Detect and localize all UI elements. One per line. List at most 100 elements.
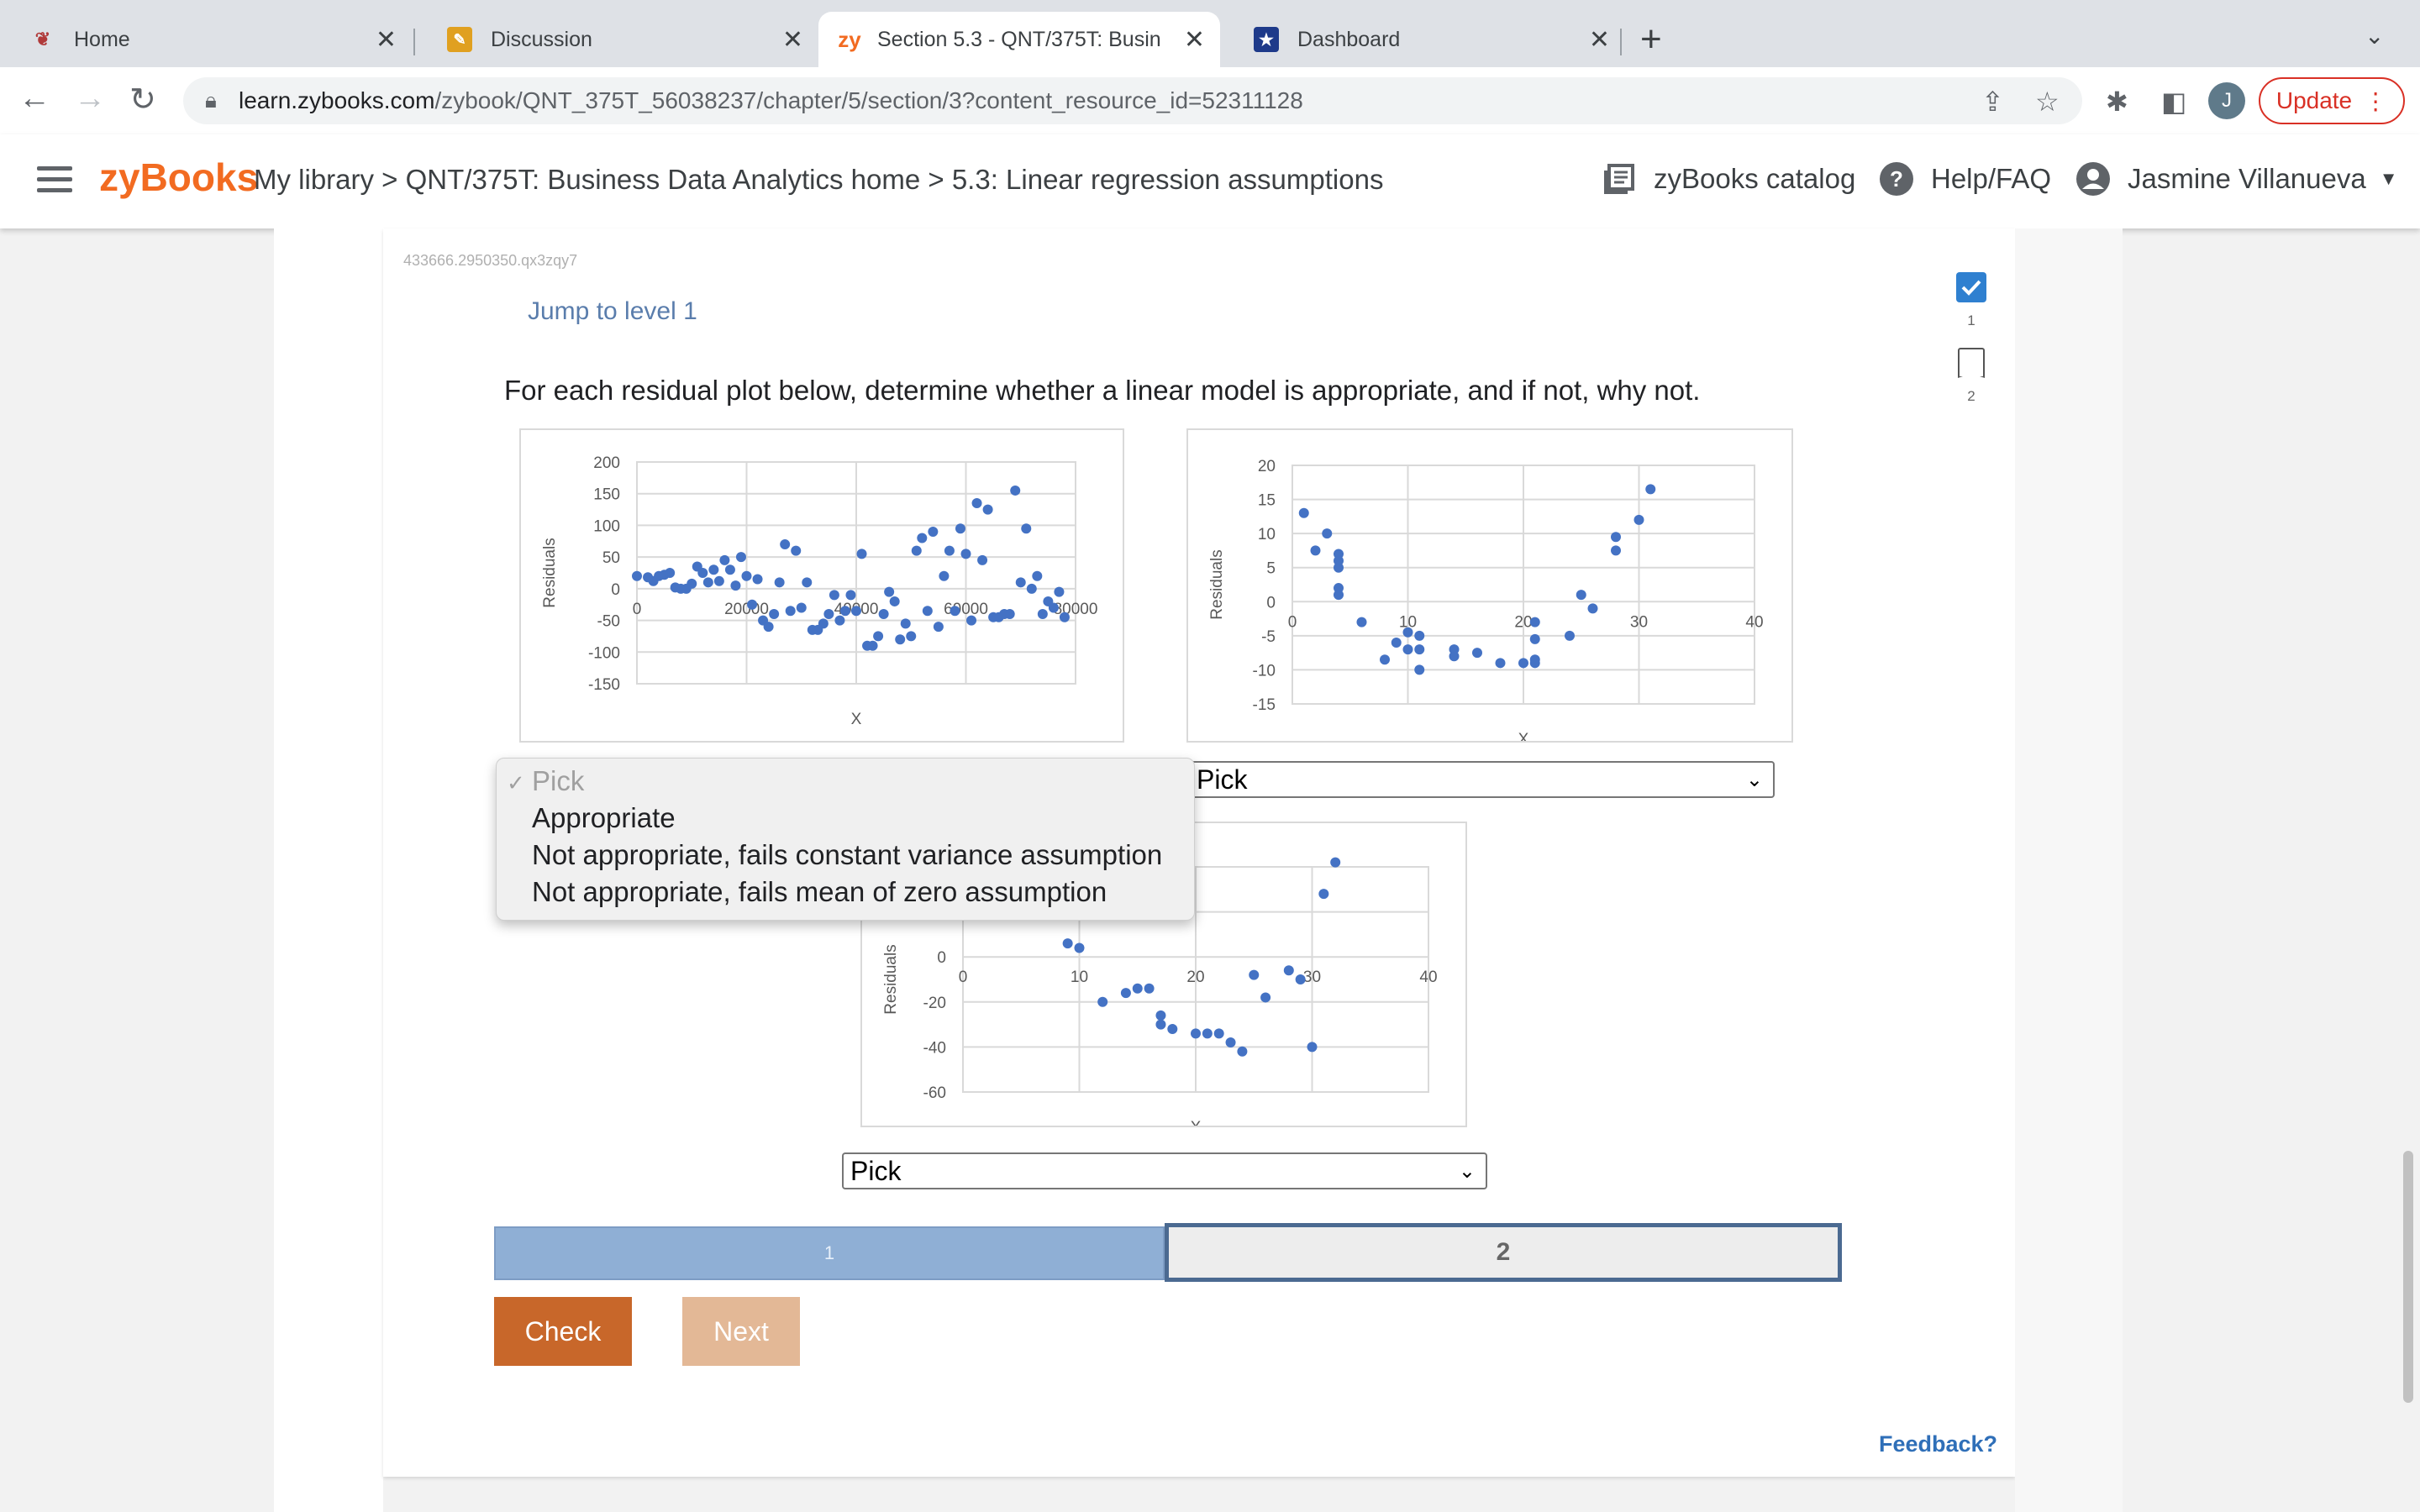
tab-section-5-3[interactable]: zy Section 5.3 - QNT/375T: Busin ✕ (818, 12, 1220, 67)
level-bar-1[interactable]: 1 (494, 1226, 1165, 1280)
plot-1-select-dropdown[interactable]: ✓ Pick Appropriate Not appropriate, fail… (496, 758, 1195, 921)
tab-title: Home (74, 27, 130, 51)
data-point (971, 498, 982, 509)
data-point (1074, 942, 1085, 953)
plot-3-select[interactable]: Pick ⌄ (842, 1152, 1487, 1189)
tab-title: Dashboard (1297, 27, 1401, 51)
data-point (1097, 996, 1108, 1007)
help-circle-icon: ? (1879, 161, 1914, 197)
x-tick-label: 20 (1186, 969, 1204, 986)
next-button[interactable]: Next (682, 1297, 800, 1366)
checkmark-icon (1961, 280, 1981, 296)
x-axis-label: X (1518, 731, 1529, 741)
data-point (977, 554, 988, 565)
level-2-checkbox[interactable] (1958, 348, 1985, 378)
data-point (1295, 974, 1306, 984)
url-path: /zybook/QNT_375T_56038237/chapter/5/sect… (434, 87, 1303, 113)
jump-to-level-link[interactable]: Jump to level 1 (528, 297, 697, 325)
question-prompt: For each residual plot below, determine … (504, 375, 1701, 406)
menu-icon[interactable] (37, 166, 72, 199)
close-icon[interactable]: ✕ (781, 25, 803, 54)
data-point (1495, 658, 1506, 669)
x-tick-label: 0 (633, 601, 642, 618)
help-faq-link[interactable]: ? Help/FAQ (1879, 161, 2051, 197)
profile-avatar[interactable]: J (2208, 82, 2245, 119)
data-point (982, 504, 993, 515)
data-point (632, 570, 642, 581)
data-point (944, 545, 955, 556)
data-point (1611, 545, 1621, 556)
dropdown-option-mean-zero[interactable]: Not appropriate, fails mean of zero assu… (532, 876, 1107, 907)
zybooks-logo[interactable]: zyBooks (99, 155, 259, 199)
new-tab-plus-icon[interactable]: + (1640, 18, 1662, 60)
data-point (763, 622, 774, 633)
close-icon[interactable]: ✕ (1588, 25, 1610, 54)
data-point (1414, 630, 1425, 641)
y-axis-label: Residuals (1208, 549, 1226, 619)
plot-2-select[interactable]: Pick ⌄ (1188, 761, 1775, 798)
tab-home[interactable]: ❦ Home ✕ (0, 12, 412, 67)
side-panel-icon[interactable]: ◧ (2161, 87, 2187, 117)
breadcrumb[interactable]: My library > QNT/375T: Business Data Ana… (254, 164, 1384, 195)
x-tick-label: 0 (959, 969, 968, 986)
close-icon[interactable]: ✕ (1183, 25, 1205, 54)
y-tick-label: -60 (923, 1084, 946, 1102)
y-tick-label: 15 (1258, 492, 1276, 510)
x-tick-label: 40 (1745, 613, 1763, 631)
tab-dashboard[interactable]: ★ Dashboard ✕ (1223, 12, 1625, 67)
data-point (1054, 586, 1065, 597)
zybooks-catalog-link[interactable]: zyBooks catalog (1602, 161, 1855, 197)
dropdown-option-appropriate[interactable]: Appropriate (532, 802, 676, 833)
tab-discussion[interactable]: ✎ Discussion ✕ (417, 12, 818, 67)
x-axis-label: X (1191, 1119, 1202, 1126)
dropdown-option-constant-variance[interactable]: Not appropriate, fails constant variance… (532, 839, 1163, 870)
forward-arrow-icon[interactable]: → (74, 81, 106, 116)
data-point (708, 564, 719, 575)
level-bar-2[interactable]: 2 (1165, 1223, 1842, 1282)
data-point (1645, 484, 1656, 495)
user-menu[interactable]: Jasmine Villanueva ▼ (2075, 161, 2398, 197)
x-tick-label: 10 (1071, 969, 1088, 986)
y-tick-label: -10 (1253, 662, 1276, 680)
close-icon[interactable]: ✕ (375, 25, 397, 54)
data-point (741, 570, 752, 581)
browser-toolbar: ← → ↻ 🔒︎ learn.zybooks.com/zybook/QNT_37… (0, 67, 2420, 135)
check-button[interactable]: Check (494, 1297, 632, 1366)
update-button[interactable]: Update ⋮ (2259, 77, 2405, 124)
data-point (1322, 528, 1333, 539)
data-point (818, 618, 829, 629)
data-point (1307, 1042, 1318, 1053)
plot-area (1292, 465, 1755, 705)
reload-icon[interactable]: ↻ (129, 82, 156, 118)
browser-tab-strip: ❦ Home ✕ ✎ Discussion ✕ zy Section 5.3 -… (0, 0, 2420, 67)
data-point (1356, 617, 1367, 627)
dropdown-option-pick[interactable]: Pick (532, 765, 585, 796)
y-axis-label: Residuals (882, 944, 900, 1014)
data-point (1611, 532, 1621, 543)
account-circle-icon (2075, 161, 2111, 197)
left-gutter (274, 228, 383, 1512)
tab-separator (413, 29, 415, 55)
bookmark-star-icon[interactable]: ☆ (2035, 87, 2060, 117)
y-tick-label: -15 (1253, 696, 1276, 714)
tab-title: Discussion (491, 27, 592, 51)
feedback-link[interactable]: Feedback? (1879, 1431, 1998, 1457)
y-tick-label: 50 (602, 549, 620, 567)
chevron-down-icon[interactable]: ⌄ (2365, 23, 2385, 49)
data-point (1318, 889, 1329, 900)
data-point (966, 615, 977, 626)
y-tick-label: -50 (597, 613, 620, 631)
extensions-puzzle-icon[interactable]: ✱ (2106, 87, 2128, 117)
share-icon[interactable]: ⇪ (1981, 87, 2004, 117)
address-bar[interactable]: 🔒︎ learn.zybooks.com/zybook/QNT_375T_560… (183, 77, 2082, 124)
data-point (867, 640, 878, 651)
data-point (1026, 583, 1037, 594)
data-point (845, 590, 856, 601)
back-arrow-icon[interactable]: ← (18, 81, 50, 116)
data-point (1529, 633, 1540, 644)
data-point (900, 618, 911, 629)
level-1-checkbox[interactable] (1956, 272, 1986, 302)
data-point (839, 606, 850, 617)
scrollbar-thumb[interactable] (2403, 1151, 2413, 1403)
data-point (1120, 988, 1131, 999)
